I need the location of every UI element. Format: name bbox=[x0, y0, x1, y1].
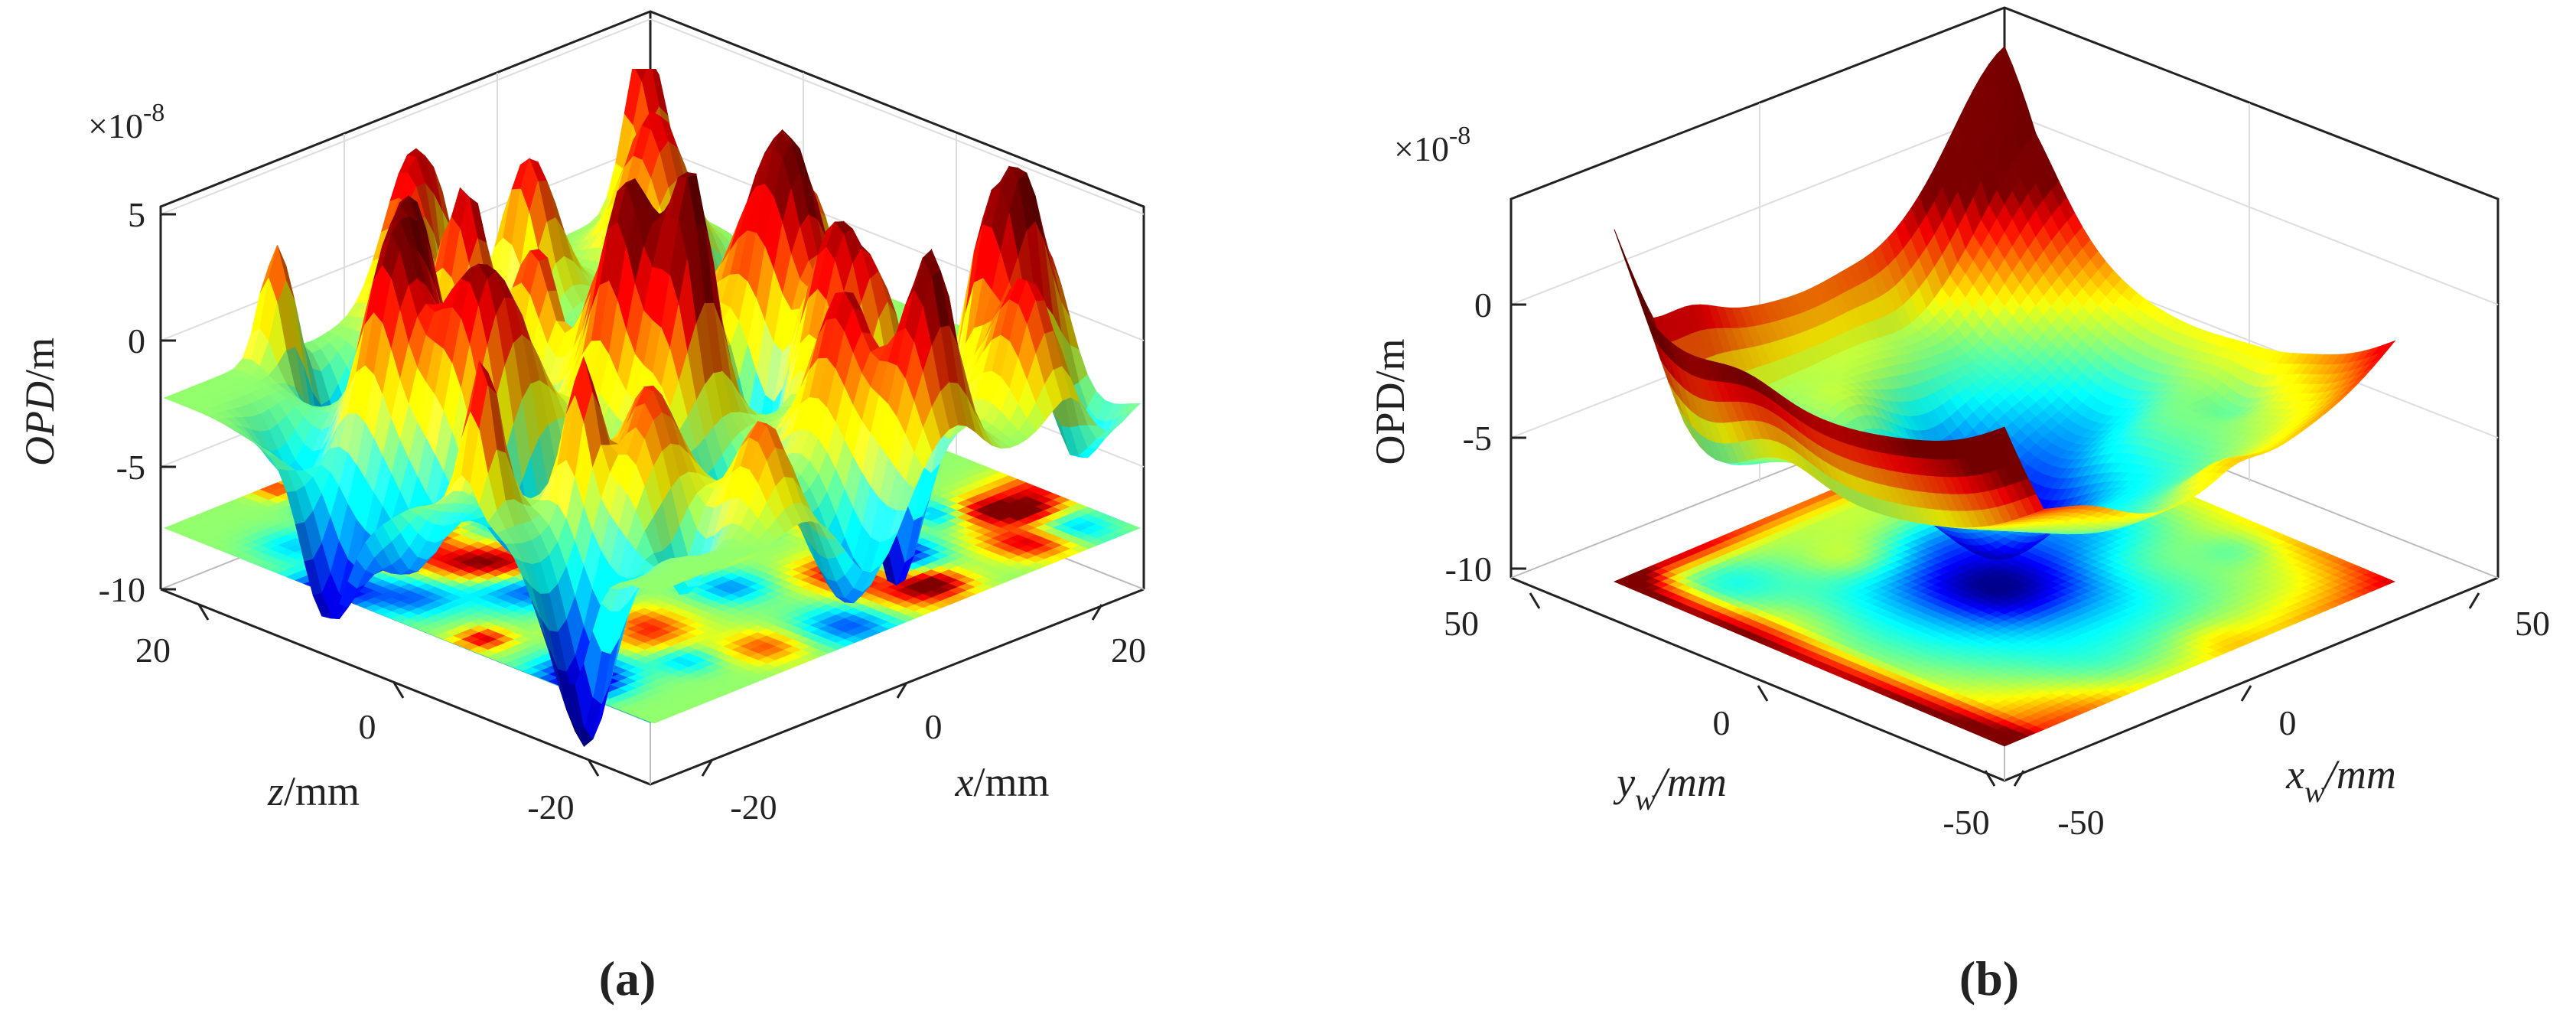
panel-a: 5 0 -5 -10 ×10-8 OPD/m 20 0 -20 z/mm bbox=[17, 10, 1146, 1006]
